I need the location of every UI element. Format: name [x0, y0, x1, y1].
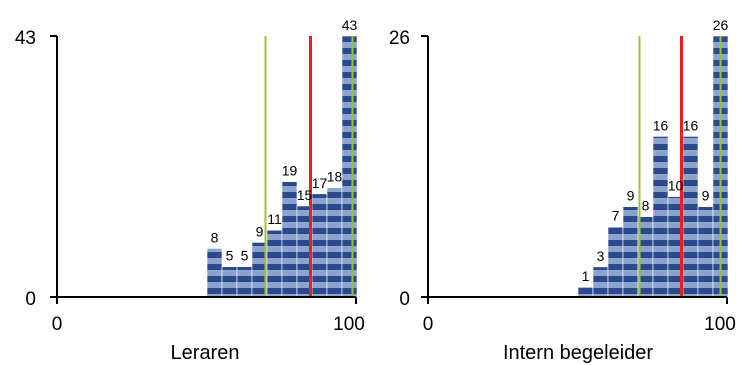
- histogram-bar: [652, 136, 669, 298]
- panel-intern-begeleider: 26 0 0 100 Intern begeleider 13798161016…: [389, 17, 736, 364]
- x-tick-label-max: 100: [704, 314, 736, 335]
- histogram-bar: [682, 136, 699, 298]
- bar-value-label: 26: [713, 17, 729, 33]
- histogram-bar: [281, 181, 298, 298]
- y-tick-label-max: 26: [389, 28, 410, 49]
- y-tick-label-min: 0: [25, 289, 36, 310]
- x-tick-label-max: 100: [333, 314, 365, 335]
- bar-value-label: 19: [282, 163, 298, 179]
- x-axis-label: Intern begeleider: [503, 342, 653, 364]
- histogram-bar: [311, 193, 328, 298]
- histogram-bar: [341, 35, 358, 298]
- bar-value-label: 8: [211, 229, 219, 245]
- bar-value-label: 43: [342, 17, 358, 33]
- histogram-bar: [622, 206, 639, 298]
- histogram-bar: [326, 187, 343, 298]
- x-tick-label-min: 0: [52, 314, 63, 335]
- bar-value-label: 7: [612, 208, 620, 224]
- bar-value-label: 17: [312, 175, 328, 191]
- bar-value-label: 16: [683, 117, 699, 133]
- histogram-bar: [607, 226, 624, 298]
- bar-value-label: 9: [256, 223, 264, 239]
- reference-lines-layer: [638, 36, 722, 297]
- histogram-bar: [592, 266, 609, 298]
- bar-value-label: 16: [653, 117, 669, 133]
- bars-layer: [577, 35, 729, 298]
- bar-value-label: 1: [582, 268, 590, 284]
- bar-value-label: 18: [327, 169, 343, 185]
- bar-value-label: 5: [226, 248, 234, 264]
- y-tick-label-min: 0: [399, 289, 410, 310]
- bar-value-label: 10: [668, 178, 684, 194]
- x-tick-label-min: 0: [423, 314, 434, 335]
- bar-value-label: 3: [597, 248, 605, 264]
- histogram-bar: [206, 248, 223, 298]
- bar-value-label: 15: [297, 187, 313, 203]
- bar-value-label: 8: [642, 198, 650, 214]
- histogram-bar: [266, 229, 283, 298]
- x-axis-label: Leraren: [171, 342, 240, 364]
- bar-value-label: 9: [702, 188, 710, 204]
- bar-value-label: 9: [627, 188, 635, 204]
- histogram-bar: [221, 266, 238, 298]
- histogram-bar: [697, 206, 714, 298]
- bar-value-label: 5: [241, 248, 249, 264]
- y-tick-label-max: 43: [15, 28, 36, 49]
- bar-value-label: 11: [267, 211, 282, 227]
- reference-lines-layer: [264, 36, 354, 297]
- histogram-bar: [577, 286, 594, 298]
- histogram-bar: [236, 266, 253, 298]
